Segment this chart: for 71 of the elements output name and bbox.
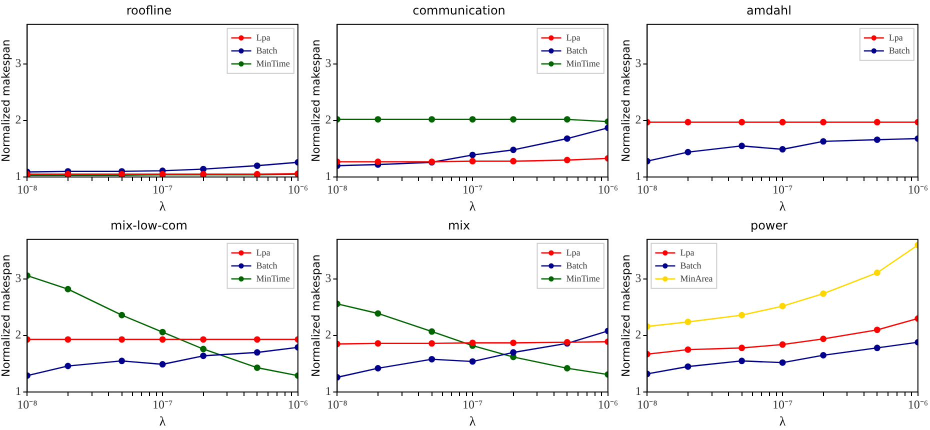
legend-label: Lpa: [256, 247, 270, 258]
x-tick-label: 10⁻⁸: [327, 182, 348, 196]
y-tick-label: 3: [325, 271, 332, 286]
legend-label: MinTime: [566, 58, 600, 68]
x-tick-label: 10⁻⁷: [772, 397, 793, 412]
y-axis-title: Normalized makespan: [619, 39, 632, 162]
x-axis-title: λ: [779, 198, 786, 214]
legend-label: Batch: [256, 45, 278, 56]
x-tick-label: 10⁻⁷: [152, 182, 173, 196]
legend-label: Lpa: [680, 247, 694, 258]
legend-label: Lpa: [888, 32, 903, 42]
x-axis-title: λ: [159, 198, 166, 214]
legend-label: MinArea: [680, 273, 713, 284]
x-axis-title: λ: [469, 198, 476, 214]
y-tick-label: 2: [635, 328, 642, 342]
x-axis-title: λ: [159, 414, 166, 429]
y-axis-title: Normalized makespan: [309, 254, 322, 377]
legend-label: Batch: [888, 45, 910, 56]
y-tick-label: 3: [635, 56, 642, 70]
chart-title: communication: [412, 3, 506, 18]
x-tick-label: 10⁻⁶: [908, 397, 928, 412]
x-tick-label: 10⁻⁸: [327, 397, 348, 412]
chart-title: mix: [448, 218, 470, 232]
legend-label: Batch: [256, 260, 278, 270]
y-axis-title: Normalized makespan: [0, 39, 12, 162]
y-tick-label: 2: [635, 112, 642, 127]
y-tick-label: 3: [15, 56, 22, 70]
x-tick-label: 10⁻⁸: [17, 397, 38, 412]
legend-label: Batch: [680, 260, 702, 270]
y-tick-label: 1: [635, 169, 642, 184]
chart-title: mix-low-com: [110, 218, 188, 232]
chart-title: amdahl: [746, 3, 792, 18]
y-axis-title: Normalized makespan: [309, 39, 322, 162]
x-tick-label: 10⁻⁶: [598, 182, 618, 196]
chart-title: power: [750, 218, 788, 232]
chart-title: roofline: [126, 3, 172, 18]
x-tick-label: 10⁻⁶: [598, 397, 618, 412]
y-tick-label: 3: [15, 271, 22, 286]
x-axis-title: λ: [469, 414, 476, 429]
legend-label: Batch: [566, 260, 588, 270]
x-tick-label: 10⁻⁷: [772, 182, 793, 196]
y-tick-label: 2: [325, 328, 332, 342]
y-tick-label: 3: [325, 56, 332, 70]
x-tick-label: 10⁻⁶: [908, 182, 928, 196]
x-tick-label: 10⁻⁶: [288, 397, 308, 412]
x-axis-title: λ: [779, 414, 786, 429]
y-axis-title: Normalized makespan: [0, 254, 12, 377]
y-tick-label: 1: [635, 384, 642, 398]
legend-label: MinTime: [566, 273, 600, 284]
y-tick-label: 3: [635, 271, 642, 286]
y-tick-label: 2: [325, 112, 332, 127]
y-tick-label: 1: [325, 169, 332, 184]
x-tick-label: 10⁻⁷: [462, 397, 483, 412]
x-tick-label: 10⁻⁶: [288, 182, 308, 196]
y-tick-label: 1: [15, 384, 22, 398]
x-tick-label: 10⁻⁸: [637, 182, 658, 196]
y-tick-label: 1: [325, 384, 332, 398]
y-tick-label: 2: [15, 328, 22, 342]
legend-label: Lpa: [566, 32, 580, 42]
legend-label: MinTime: [256, 58, 290, 68]
x-tick-label: 10⁻⁸: [637, 397, 658, 412]
legend-label: Lpa: [256, 32, 270, 42]
y-axis-title: Normalized makespan: [619, 254, 632, 377]
legend-label: MinTime: [256, 273, 290, 284]
legend-label: Batch: [566, 45, 588, 56]
y-tick-label: 2: [15, 112, 22, 127]
y-tick-label: 1: [15, 169, 22, 184]
x-tick-label: 10⁻⁷: [462, 182, 483, 196]
x-tick-label: 10⁻⁸: [17, 182, 38, 196]
x-tick-label: 10⁻⁷: [152, 397, 173, 412]
legend-label: Lpa: [566, 247, 580, 258]
